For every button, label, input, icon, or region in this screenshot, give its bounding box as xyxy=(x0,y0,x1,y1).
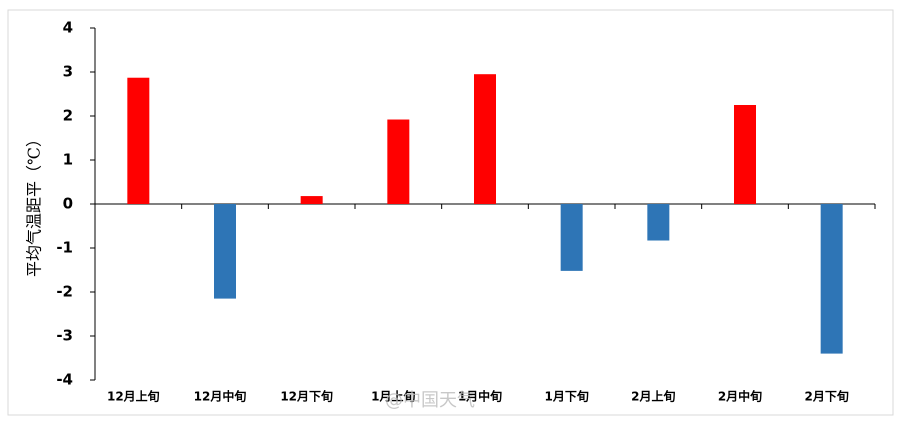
x-tick-label: 2月下旬 xyxy=(804,389,848,404)
bar xyxy=(387,119,410,204)
x-tick-label: 2月中旬 xyxy=(718,389,762,404)
bar xyxy=(560,204,583,271)
y-tick-label: -4 xyxy=(56,371,73,389)
y-tick-label: 2 xyxy=(63,107,73,125)
y-tick-label: -2 xyxy=(56,283,73,301)
y-axis-label: 平均气温距平（℃） xyxy=(25,131,44,277)
x-tick-label: 1月上旬 xyxy=(371,389,415,404)
y-tick-label: -3 xyxy=(56,327,73,345)
x-tick-label: 12月上旬 xyxy=(107,389,160,404)
y-tick-label: -1 xyxy=(56,239,73,257)
y-tick-label: 3 xyxy=(63,63,73,81)
x-tick-label: 2月上旬 xyxy=(631,389,675,404)
bar xyxy=(300,196,323,204)
bar xyxy=(734,105,756,204)
chart-border xyxy=(7,9,894,416)
y-tick-label: 0 xyxy=(63,195,73,213)
bar xyxy=(820,204,843,354)
y-tick-label: 1 xyxy=(63,151,73,169)
bar xyxy=(474,74,496,204)
bar xyxy=(127,77,150,204)
x-tick-label: 12月下旬 xyxy=(280,389,333,404)
bar xyxy=(647,204,670,241)
watermark: @中国天气 xyxy=(385,390,475,411)
x-tick-label: 1月下旬 xyxy=(544,389,588,404)
x-tick-label: 1月中旬 xyxy=(458,389,502,404)
x-tick-label: 12月中旬 xyxy=(194,389,247,404)
y-tick-label: 4 xyxy=(63,19,73,37)
bar xyxy=(214,204,236,299)
